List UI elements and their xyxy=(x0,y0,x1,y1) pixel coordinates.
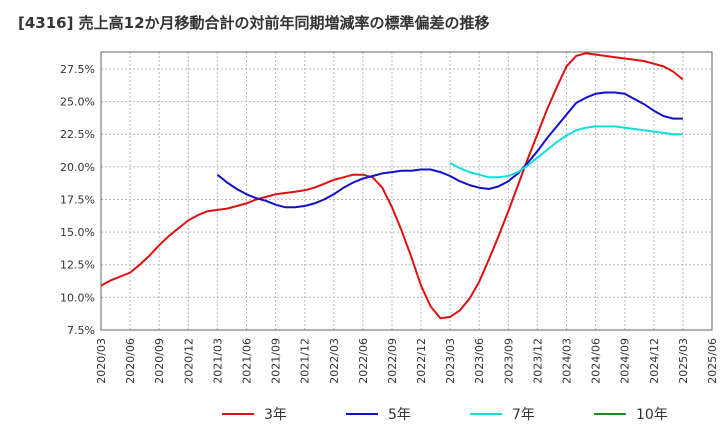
x-tick-label: 2021/12 xyxy=(299,338,312,384)
y-tick-label: 22.5% xyxy=(60,128,95,141)
x-tick-label: 2021/03 xyxy=(211,338,224,384)
x-tick-label: 2020/09 xyxy=(153,338,166,384)
legend-label: 3年 xyxy=(264,407,287,423)
x-tick-label: 2025/03 xyxy=(677,338,690,384)
x-tick-label: 2020/06 xyxy=(124,338,137,384)
chart-title: [4316] 売上高12か月移動合計の対前年同期増減率の標準偏差の推移 xyxy=(18,14,490,32)
y-tick-label: 20.0% xyxy=(60,161,95,174)
legend-label: 5年 xyxy=(388,407,411,423)
x-tick-label: 2020/12 xyxy=(182,338,195,384)
y-tick-label: 25.0% xyxy=(60,96,95,109)
series-line-7年 xyxy=(449,125,683,179)
x-tick-label: 2022/06 xyxy=(357,338,370,384)
x-tick-label: 2020/03 xyxy=(95,338,108,384)
y-tick-label: 12.5% xyxy=(60,259,95,272)
x-tick-label: 2023/03 xyxy=(444,338,457,384)
x-tick-labels: 2020/03 2020/06 2020/09 2020/12 2021/03 2021/… xyxy=(95,338,719,384)
x-tick-label: 2024/03 xyxy=(561,338,574,384)
x-tick-label: 2024/06 xyxy=(590,338,603,384)
plot-frame xyxy=(100,51,713,331)
y-tick-labels: 7.5% 10.0% 12.5% 15.0% 17.5% 20.0% 22.5% 25.0% 2… xyxy=(60,63,95,337)
x-tick-label: 2024/12 xyxy=(648,338,661,384)
x-tick-label: 2021/06 xyxy=(240,338,253,384)
x-tick-label: 2023/12 xyxy=(531,338,544,384)
y-tick-label: 10.0% xyxy=(60,291,95,304)
series-line-5年 xyxy=(216,91,683,209)
y-tick-label: 27.5% xyxy=(60,63,95,76)
x-tick-label: 2022/12 xyxy=(415,338,428,384)
x-tick-label: 2025/06 xyxy=(706,338,719,384)
y-tick-label: 15.0% xyxy=(60,226,95,239)
y-tick-label: 7.5% xyxy=(67,324,95,337)
x-tick-label: 2022/03 xyxy=(328,338,341,384)
x-tick-label: 2021/09 xyxy=(270,338,283,384)
legend-label: 10年 xyxy=(636,407,668,423)
x-tick-label: 2023/09 xyxy=(502,338,515,384)
x-tick-label: 2023/06 xyxy=(473,338,486,384)
x-tick-label: 2022/09 xyxy=(386,338,399,384)
series-line-3年 xyxy=(100,52,684,320)
legend: 3年 5年 7年 10年 xyxy=(222,407,668,423)
y-tick-label: 17.5% xyxy=(60,193,95,206)
x-tick-label: 2024/09 xyxy=(619,338,632,384)
legend-label: 7年 xyxy=(512,407,535,423)
series-layer xyxy=(100,52,684,320)
